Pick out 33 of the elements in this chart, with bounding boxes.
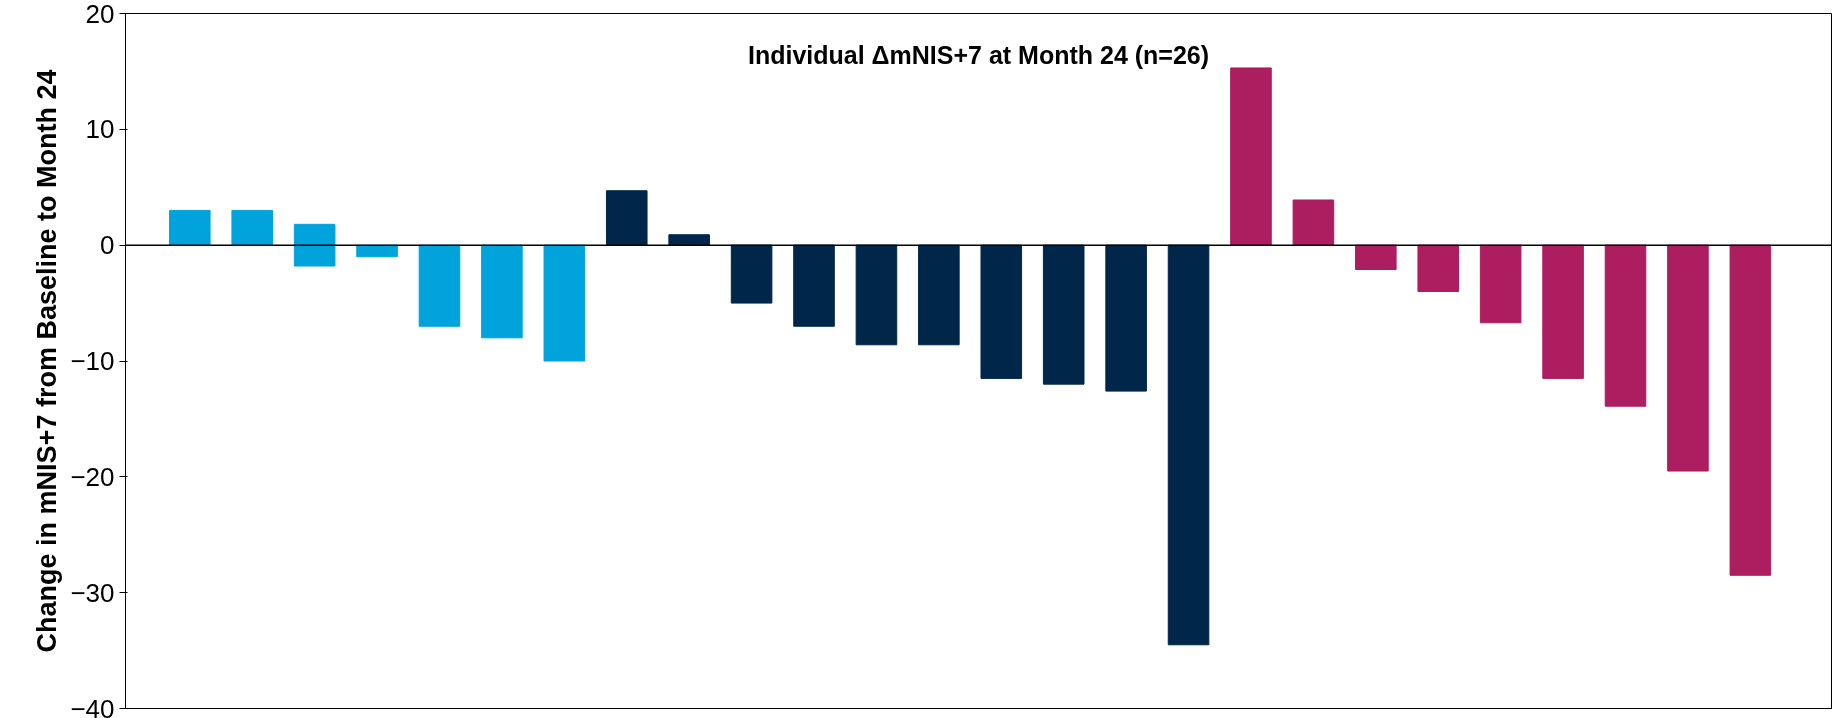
y-tick-label: 0: [100, 230, 115, 261]
y-axis-title: Change in mNIS+7 from Baseline to Month 24: [32, 69, 63, 653]
bar: [855, 244, 898, 346]
y-tick-label: −40: [70, 693, 115, 718]
bar: [730, 244, 773, 304]
bar: [169, 209, 211, 246]
y-tick-label: −30: [70, 577, 115, 608]
bar: [793, 244, 835, 327]
bar: [1479, 244, 1522, 324]
bar: [1604, 244, 1647, 407]
bar: [980, 244, 1023, 379]
bar: [1417, 244, 1460, 292]
bar: [293, 223, 336, 267]
text: Individual ΔmNIS+7 at Month 24 (n=26): [747, 40, 1210, 69]
bar: [231, 209, 273, 246]
bar: [1729, 244, 1772, 576]
bar: [481, 244, 523, 339]
y-tick-label: 10: [85, 114, 115, 145]
y-tick-label: −20: [70, 461, 115, 492]
y-tick-label: −10: [70, 346, 115, 376]
bar: [418, 244, 461, 327]
bar: [1105, 244, 1147, 392]
y-tick-label: 20: [85, 0, 115, 29]
bar: [1355, 244, 1397, 270]
bar: [1230, 67, 1272, 246]
bar: [1542, 244, 1584, 379]
bar: [543, 244, 586, 362]
bar: [1292, 199, 1335, 246]
bar: [605, 190, 648, 246]
bar: [1167, 244, 1210, 646]
bar: [1667, 244, 1709, 472]
bar: [1042, 244, 1085, 385]
bar: [918, 244, 960, 346]
